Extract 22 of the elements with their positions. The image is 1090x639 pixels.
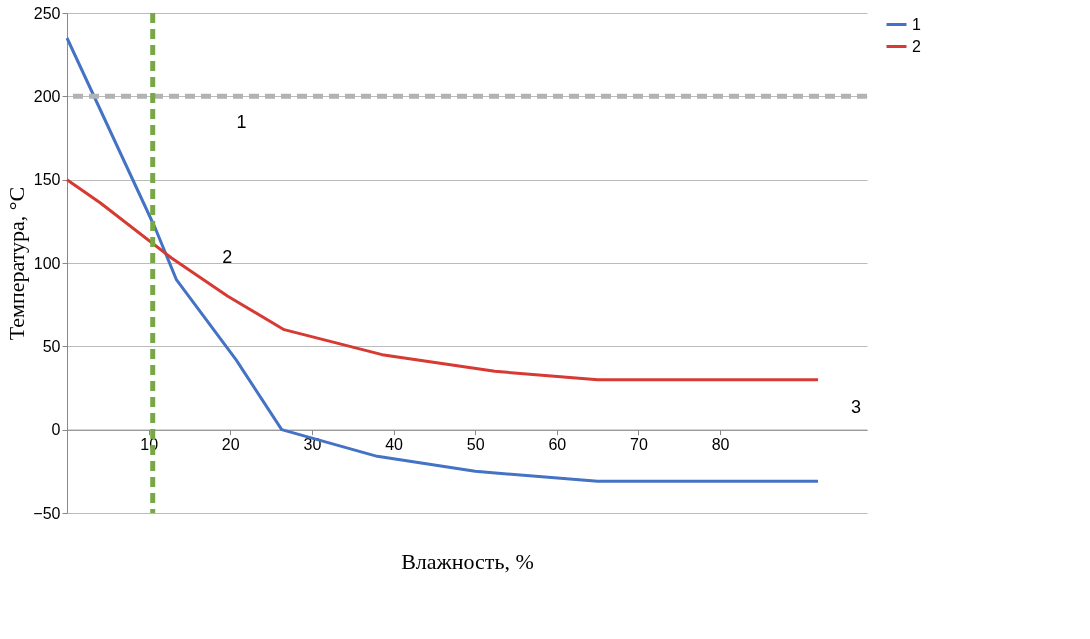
y-tick-label: 200 bbox=[33, 87, 61, 105]
y-tick-label: 0 bbox=[51, 421, 61, 439]
x-tick-label: 70 bbox=[630, 436, 648, 454]
y-axis-title: Температура, °C bbox=[4, 186, 30, 341]
y-tick-label: 150 bbox=[33, 171, 61, 189]
line-series bbox=[65, 178, 820, 382]
line-series bbox=[65, 36, 820, 483]
x-tick-label: 60 bbox=[548, 436, 567, 454]
y-tick-label: −50 bbox=[33, 504, 61, 522]
x-tick-label: 50 bbox=[466, 436, 485, 454]
y-tick-label: 250 bbox=[33, 4, 61, 22]
x-tick-label: 20 bbox=[221, 436, 240, 454]
x-tick-label: 40 bbox=[385, 436, 404, 454]
annotation: 1 bbox=[236, 112, 247, 132]
y-tick-label: 100 bbox=[33, 254, 61, 272]
legend-label: 2 bbox=[912, 37, 921, 55]
x-tick-label: 80 bbox=[711, 436, 730, 454]
annotation: 2 bbox=[222, 247, 233, 267]
y-tick-label: 50 bbox=[42, 337, 61, 355]
x-axis-title: Влажность, % bbox=[401, 548, 534, 574]
legend-label: 1 bbox=[912, 15, 921, 33]
annotation: 3 bbox=[851, 397, 862, 417]
